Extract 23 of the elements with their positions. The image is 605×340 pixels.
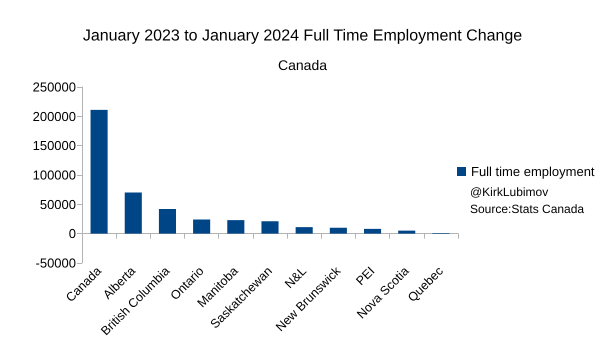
bar bbox=[261, 221, 279, 234]
y-tick-label: 100000 bbox=[32, 167, 76, 182]
y-tick-label: 150000 bbox=[32, 138, 76, 154]
bar bbox=[227, 220, 244, 234]
legend-label: Full time employment bbox=[471, 164, 595, 179]
text: @KirkLubimov bbox=[470, 185, 548, 199]
bar bbox=[296, 227, 313, 234]
chart-subtitle: Canada bbox=[278, 57, 328, 73]
y-tick-label: 200000 bbox=[32, 108, 76, 124]
bar bbox=[398, 230, 416, 234]
y-tick-label: -50000 bbox=[36, 255, 76, 270]
x-tick-label: PEI bbox=[353, 264, 378, 288]
source-note: Source:Stats Canada bbox=[470, 202, 584, 216]
y-tick-label: 0 bbox=[68, 226, 76, 242]
bar bbox=[90, 110, 108, 234]
chart-title: January 2023 to January 2024 Full Time Employment Change bbox=[82, 28, 522, 44]
bar bbox=[124, 192, 142, 234]
bar bbox=[193, 220, 210, 234]
bar bbox=[158, 208, 176, 234]
bar bbox=[330, 228, 347, 234]
y-tick-label: 250000 bbox=[32, 80, 76, 94]
y-tick-label: 50000 bbox=[40, 196, 76, 212]
bar bbox=[364, 228, 382, 234]
